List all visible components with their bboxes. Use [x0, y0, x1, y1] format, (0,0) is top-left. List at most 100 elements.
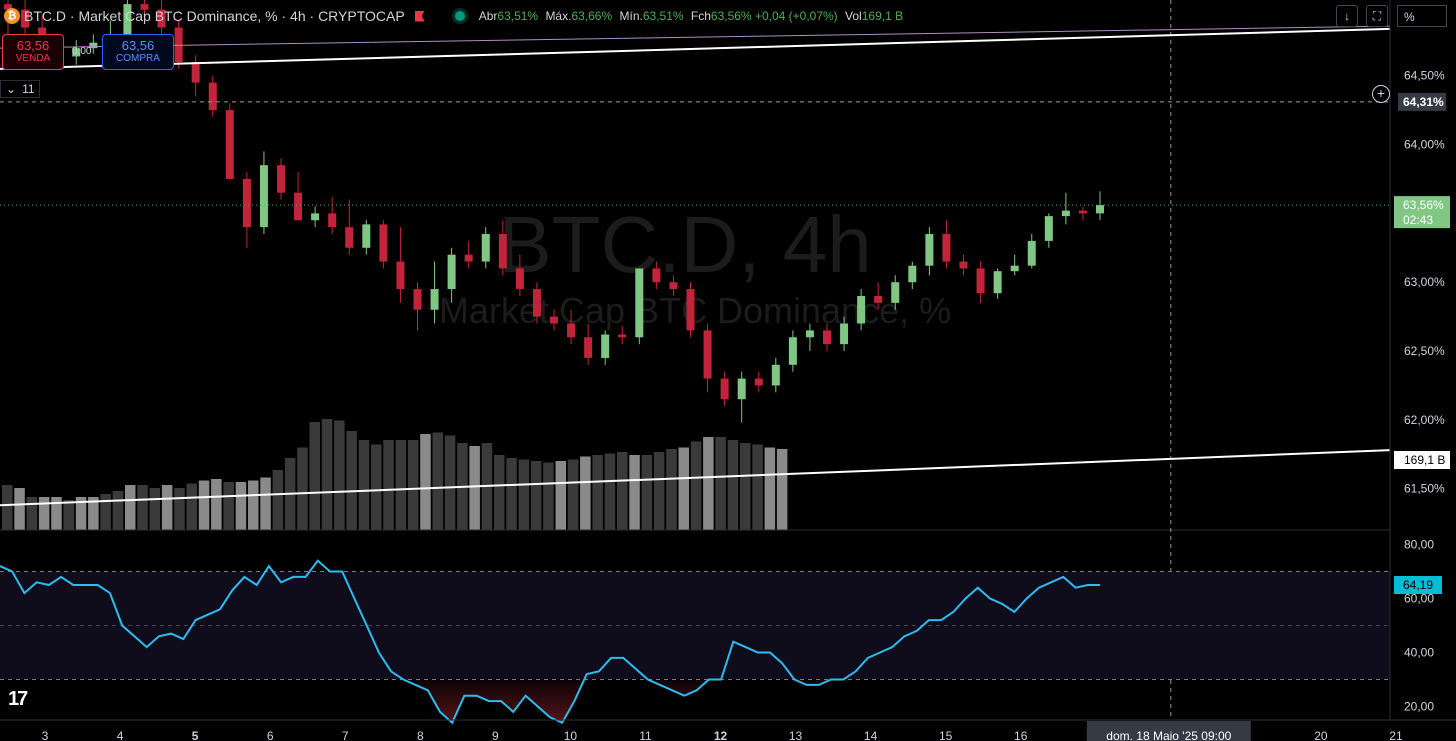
- candle-body: [959, 261, 968, 269]
- volume-bar: [518, 459, 530, 530]
- candle-body: [515, 268, 524, 290]
- candle-body: [1061, 210, 1070, 217]
- candle-body: [840, 323, 849, 345]
- volume-bar: [407, 440, 419, 530]
- volume-bar: [235, 482, 247, 530]
- buy-button[interactable]: 63,56 COMPRA: [102, 34, 174, 70]
- candle-body: [805, 330, 814, 338]
- candle-body: [208, 82, 217, 111]
- candle-body: [823, 330, 831, 345]
- candle-body: [140, 4, 149, 10]
- fullscreen-icon[interactable]: ⛶: [1366, 5, 1388, 27]
- add-alert-icon[interactable]: +: [1372, 85, 1390, 103]
- crosshair-time-label: dom. 18 Maio '25 09:00: [1106, 729, 1231, 741]
- candle-body: [720, 378, 729, 400]
- flag-icon[interactable]: [414, 10, 425, 22]
- candle-body: [635, 268, 644, 338]
- candle-body: [618, 334, 627, 338]
- time-tick-label: 20: [1314, 729, 1328, 741]
- sell-button[interactable]: 63,56 VENDA: [2, 34, 64, 70]
- volume-bar: [161, 485, 173, 530]
- buy-label: COMPRA: [116, 53, 160, 64]
- candle-body: [174, 27, 183, 62]
- candle-body: [72, 48, 81, 57]
- candle-body: [498, 234, 507, 269]
- volume-bar: [75, 497, 87, 530]
- candle-body: [652, 268, 661, 283]
- volume-bar: [469, 446, 480, 530]
- volume-bar: [444, 435, 456, 530]
- volume-bar: [186, 483, 197, 530]
- candle-body: [771, 364, 780, 386]
- rsi-value-label: 64,19: [1403, 578, 1433, 592]
- volume-bar: [567, 459, 579, 530]
- volume-bar: [420, 434, 431, 530]
- candle-body: [345, 227, 354, 248]
- time-tick-label: 4: [117, 729, 124, 741]
- volume-bar: [358, 440, 370, 530]
- volume-bar: [334, 420, 345, 530]
- sell-label: VENDA: [15, 53, 51, 64]
- volume-bar: [740, 443, 751, 530]
- last-price-tag: [1394, 196, 1450, 229]
- countdown-label: 02:43: [1403, 213, 1433, 227]
- candle-body: [976, 268, 985, 294]
- volume-bar: [604, 453, 616, 530]
- volume-bar: [395, 440, 407, 530]
- volume-bar: [260, 477, 271, 530]
- rsi-oversold-fill: [415, 679, 832, 723]
- crosshair-price-label: 64,31%: [1403, 95, 1444, 109]
- trendline-upper: [0, 27, 1391, 70]
- price-tick-label: 64,50%: [1404, 69, 1445, 83]
- candle-body: [686, 289, 695, 331]
- candle-body: [294, 192, 303, 221]
- volume-bar: [125, 485, 136, 530]
- candle-body: [311, 213, 320, 221]
- volume-bar: [112, 491, 124, 530]
- last-price-label: 63,56%: [1403, 198, 1444, 212]
- volume-bar: [432, 432, 443, 530]
- volume-bar: [346, 431, 357, 530]
- rsi-tick-label: 20,00: [1404, 700, 1434, 714]
- candle-body: [737, 378, 746, 400]
- download-icon[interactable]: ↓: [1336, 5, 1358, 27]
- volume-bar: [383, 440, 394, 530]
- candle-body: [242, 178, 251, 228]
- volume-bar: [678, 447, 689, 530]
- indicators-count: 11: [22, 82, 35, 96]
- volume-bar: [63, 500, 74, 530]
- scale-mode-button[interactable]: %: [1397, 5, 1447, 27]
- candle-body: [191, 61, 200, 83]
- candle-body: [857, 295, 866, 324]
- ohlc-readout: Abr63,51% Máx.63,66% Mín.63,51% Fch63,56…: [479, 9, 903, 23]
- candle-body: [362, 224, 371, 248]
- candle-body: [1044, 216, 1053, 241]
- sell-price: 63,56: [16, 38, 50, 53]
- volume-bar: [641, 455, 653, 530]
- time-tick-label: 14: [864, 729, 878, 741]
- crosshair-price-tag: [1398, 92, 1446, 111]
- volume-bar: [530, 461, 542, 530]
- watermark-symbol: BTC.D, 4h: [498, 200, 871, 289]
- time-tick-label: 5: [192, 729, 199, 741]
- time-tick-label: 8: [417, 729, 424, 741]
- bitcoin-icon[interactable]: ₿: [4, 8, 20, 24]
- indicators-toggle[interactable]: ⌄ 11: [0, 80, 40, 98]
- candle-body: [157, 9, 166, 28]
- volume-bar: [211, 479, 222, 530]
- ohlc-high-label: Máx.: [545, 9, 572, 23]
- spread-value: 0,00: [72, 46, 92, 57]
- market-status-icon[interactable]: [454, 11, 465, 21]
- volume-bar: [371, 444, 382, 530]
- volume-bar: [690, 441, 702, 530]
- tradingview-logo-icon[interactable]: 17: [8, 688, 28, 710]
- ohlc-high: 63,66%: [571, 9, 613, 23]
- candle-body: [532, 289, 541, 317]
- volume-bar: [703, 437, 714, 530]
- symbol-title[interactable]: BTC.D · Market Cap BTC Dominance, % · 4h…: [24, 8, 405, 24]
- watermark-name: Market Cap BTC Dominance, %: [439, 290, 951, 331]
- candle-body: [567, 323, 576, 338]
- candle-body: [925, 234, 934, 266]
- volume-bar: [727, 440, 739, 530]
